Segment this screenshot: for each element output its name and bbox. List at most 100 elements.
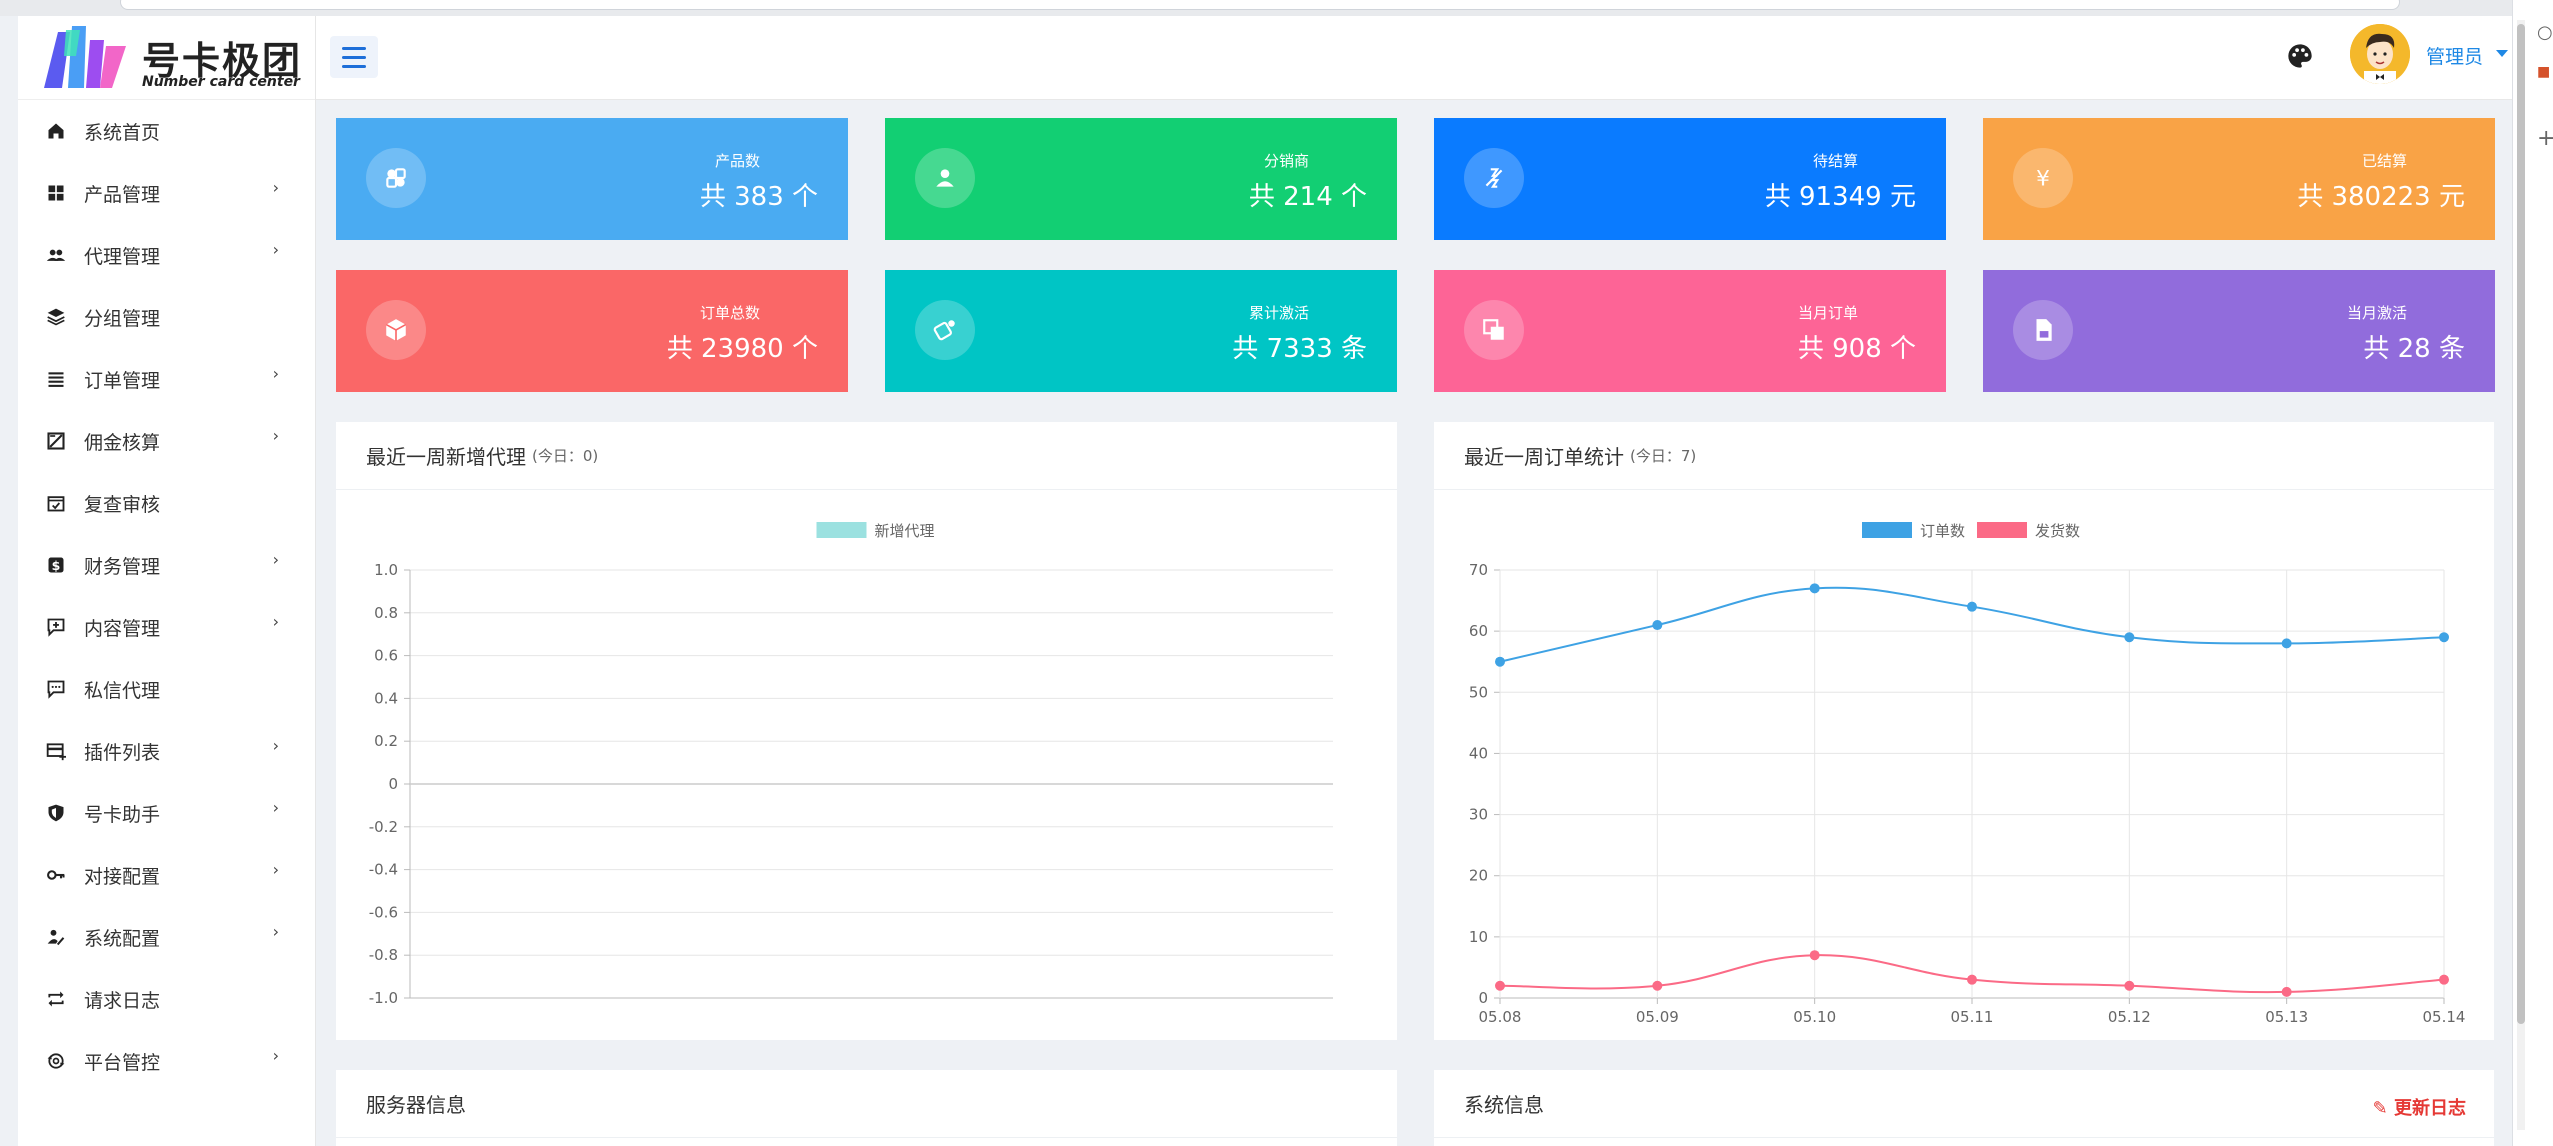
card-plus-icon	[44, 739, 68, 763]
stat-label: 待结算	[1812, 152, 1858, 170]
scrollbar-thumb[interactable]	[2517, 24, 2525, 1024]
shield-icon	[44, 801, 68, 825]
sidebar-item-label: 系统首页	[84, 121, 161, 144]
stat-value: 共 91349 元	[1764, 182, 1916, 212]
stat-label: 已结算	[2361, 152, 2407, 170]
stat-card: 待结算共 91349 元	[1434, 118, 1946, 240]
stat-value: 共 214 个	[1248, 182, 1367, 212]
y-tick-label: 60	[1469, 622, 1488, 640]
sidebar-item-0[interactable]: 系统首页	[18, 100, 315, 162]
logo: 号卡极团 Number card center	[18, 16, 315, 100]
data-point	[2439, 632, 2449, 643]
chevron-right-icon: ›	[272, 860, 279, 879]
logo-subtitle: Number card center	[142, 74, 300, 90]
sidebar-item-13[interactable]: 系统配置 ›	[18, 906, 315, 968]
y-tick-label: 0.2	[374, 732, 398, 750]
sidebar-item-12[interactable]: 对接配置 ›	[18, 844, 315, 906]
user-menu[interactable]: 管理员	[2426, 46, 2484, 68]
sidebar-item-2[interactable]: 代理管理 ›	[18, 224, 315, 286]
sync-icon	[44, 1049, 68, 1073]
layers-icon	[44, 305, 68, 329]
data-point	[1967, 601, 1977, 612]
sidebar-item-7[interactable]: $ 财务管理 ›	[18, 534, 315, 596]
user-icon	[915, 148, 975, 208]
sidebar-item-5[interactable]: 佣金核算 ›	[18, 410, 315, 472]
cube-icon	[366, 300, 426, 360]
sidebar: 号卡极团 Number card center 系统首页 产品管理 › 代理管理 › 分组…	[18, 16, 316, 1146]
x-tick-label: 05.12	[2108, 1008, 2151, 1026]
data-point	[1809, 950, 1820, 961]
avatar[interactable]	[2350, 24, 2410, 84]
top-bar: 管理员	[316, 16, 2512, 100]
sidebar-item-15[interactable]: 平台管控 ›	[18, 1030, 315, 1092]
system-info-panel: 系统信息 ✎ 更新日志	[1434, 1070, 2494, 1146]
sidebar-item-10[interactable]: 插件列表 ›	[18, 720, 315, 782]
sidebar-item-label: 平台管控	[84, 1051, 161, 1074]
stat-card: 产品数共 383 个	[336, 118, 848, 240]
stat-label: 产品数	[714, 152, 760, 170]
update-log-label: 更新日志	[2394, 1098, 2466, 1119]
y-tick-label: 50	[1469, 683, 1488, 701]
sidebar-item-label: 分组管理	[84, 307, 161, 330]
y-tick-label: -0.8	[369, 946, 398, 964]
sidebar-item-1[interactable]: 产品管理 ›	[18, 162, 315, 224]
sidebar-item-8[interactable]: 内容管理 ›	[18, 596, 315, 658]
stat-value: 共 7333 条	[1232, 334, 1367, 364]
server-panel-title: 服务器信息	[366, 1093, 466, 1117]
y-tick-label: 0.4	[374, 689, 398, 707]
stat-value: 共 380223 元	[2297, 182, 2465, 212]
data-point	[1495, 656, 1505, 667]
stat-label: 当月激活	[2346, 304, 2407, 322]
orders-chart-panel: 最近一周订单统计 (今日：7) 订单数 发货数 0 10 20 30 40 50 60 70 05.…	[1434, 422, 2494, 1040]
caret-down-icon[interactable]	[2496, 50, 2508, 57]
sidebar-item-14[interactable]: 请求日志	[18, 968, 315, 1030]
sidebar-item-label: 代理管理	[84, 245, 161, 268]
key-icon	[44, 863, 68, 887]
stat-card: 累计激活共 7333 条	[885, 270, 1397, 392]
x-tick-label: 05.10	[1793, 1008, 1836, 1026]
calculator-icon	[44, 429, 68, 453]
dollar-icon: $	[44, 553, 68, 577]
menu-toggle-button[interactable]	[330, 36, 378, 78]
system-panel-title: 系统信息	[1464, 1093, 1544, 1117]
y-tick-label: 70	[1469, 561, 1488, 579]
stat-value: 共 383 个	[699, 182, 818, 212]
system-panel-header: 系统信息	[1434, 1070, 2494, 1138]
sidebar-item-4[interactable]: 订单管理 ›	[18, 348, 315, 410]
x-tick-label: 05.09	[1636, 1008, 1679, 1026]
data-point	[2281, 986, 2292, 997]
chevron-right-icon: ›	[272, 922, 279, 941]
stat-label: 当月订单	[1797, 304, 1858, 322]
sidebar-nav: 系统首页 产品管理 › 代理管理 › 分组管理 订单管理 › 佣金核算 › 复查审核 $ 财务管理 › 内容…	[18, 100, 315, 1092]
x-tick-label: 05.13	[2265, 1008, 2308, 1026]
y-tick-label: 0.6	[374, 647, 398, 665]
copy-icon	[1464, 300, 1524, 360]
chevron-right-icon: ›	[272, 798, 279, 817]
chevron-right-icon: ›	[272, 736, 279, 755]
stat-label: 分销商	[1263, 152, 1309, 170]
sidebar-item-3[interactable]: 分组管理	[18, 286, 315, 348]
stat-value: 共 908 个	[1797, 334, 1916, 364]
y-tick-label: -0.4	[369, 861, 398, 879]
chart-legend: 订单数 发货数	[1862, 522, 2080, 540]
x-tick-label: 05.14	[2423, 1008, 2466, 1026]
agents-chart-panel: 最近一周新增代理 (今日：0) 新增代理 1.0 0.8 0.6 0.4 0.2 0 -0.2…	[336, 422, 1397, 1040]
search-icon[interactable]: ○	[2537, 22, 2553, 43]
update-log-button[interactable]: ✎ 更新日志	[2373, 1094, 2466, 1120]
sidebar-item-6[interactable]: 复查审核	[18, 472, 315, 534]
bag-icon[interactable]: ■	[2537, 64, 2551, 80]
sidebar-item-9[interactable]: 私信代理	[18, 658, 315, 720]
palette-icon[interactable]	[2286, 42, 2314, 70]
chevron-right-icon: ›	[272, 1046, 279, 1065]
add-icon[interactable]: +	[2537, 126, 2553, 151]
server-panel-header: 服务器信息	[336, 1070, 1397, 1138]
legend-label: 发货数	[2035, 522, 2080, 540]
y-tick-label: 30	[1469, 806, 1488, 824]
sidebar-item-11[interactable]: 号卡助手 ›	[18, 782, 315, 844]
stat-label: 累计激活	[1248, 304, 1309, 322]
legend-label: 订单数	[1920, 522, 1965, 540]
data-point	[2281, 638, 2292, 649]
chat-icon	[44, 677, 68, 701]
data-point	[2439, 974, 2449, 985]
y-tick-label: 0.8	[374, 604, 398, 622]
